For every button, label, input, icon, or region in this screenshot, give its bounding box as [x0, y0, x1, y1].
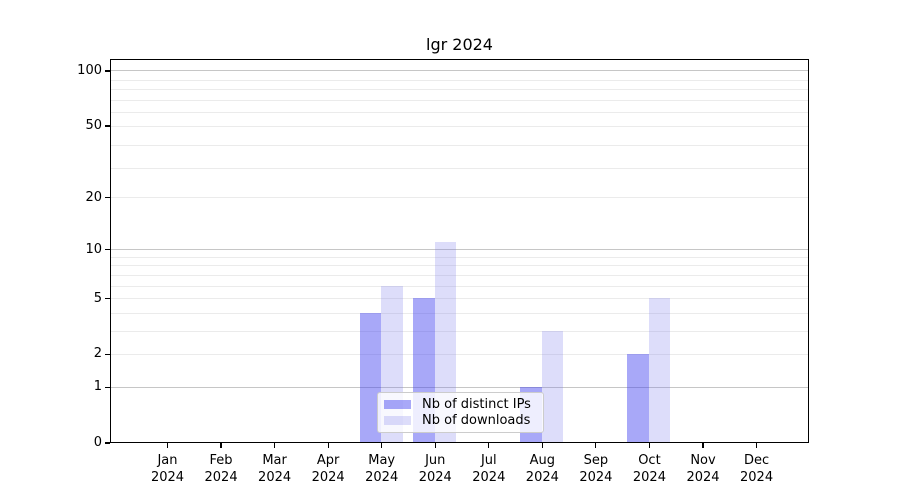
- legend-item-distinct-ips: Nb of distinct IPs: [384, 396, 539, 413]
- x-tick: [166, 443, 169, 448]
- y-tick-label: 50: [85, 118, 102, 134]
- x-tick: [381, 443, 383, 448]
- x-tick-label-aug: Aug 2024: [525, 453, 559, 485]
- y-tick: [105, 386, 110, 388]
- x-tick-label-sep: Sep 2024: [579, 453, 613, 485]
- y-tick: [105, 70, 110, 72]
- y-gridline-minor: [111, 168, 808, 170]
- x-tick: [702, 443, 704, 448]
- plot-area: [110, 59, 809, 443]
- y-gridline-major: [111, 249, 808, 251]
- x-tick: [488, 443, 490, 448]
- x-tick-label-jul: Jul 2024: [472, 453, 506, 485]
- x-tick-label-may: May 2024: [365, 453, 399, 485]
- y-gridline-minor: [111, 274, 808, 276]
- x-tick-label-mar: Mar 2024: [258, 453, 292, 485]
- bar-downloads-aug: [541, 330, 564, 443]
- legend-item-downloads: Nb of downloads: [384, 413, 539, 430]
- chart-title: lgr 2024: [426, 35, 493, 54]
- distinct-ips-swatch-icon: [384, 399, 411, 409]
- y-tick-label: 5: [93, 290, 102, 306]
- x-tick-label-dec: Dec 2024: [740, 453, 774, 485]
- y-gridline-minor: [111, 145, 808, 147]
- y-tick: [105, 196, 110, 199]
- y-gridline-minor: [111, 197, 808, 199]
- y-tick-label: 1: [93, 379, 102, 395]
- legend-label-distinct-ips: Nb of distinct IPs: [422, 396, 531, 412]
- x-tick-label-jun: Jun 2024: [418, 453, 452, 485]
- x-tick: [327, 443, 329, 448]
- y-tick-label: 0: [93, 435, 102, 450]
- x-tick: [274, 443, 276, 448]
- y-gridline-minor: [111, 100, 808, 102]
- y-gridline-minor: [111, 265, 808, 267]
- y-gridline-minor: [111, 330, 808, 332]
- y-gridline-major: [111, 386, 808, 388]
- x-tick: [648, 443, 651, 448]
- x-tick-label-feb: Feb 2024: [204, 453, 238, 485]
- x-tick-label-jan: Jan 2024: [150, 453, 185, 485]
- y-gridline-minor: [111, 125, 808, 127]
- x-tick-label-oct: Oct 2024: [632, 453, 666, 485]
- y-gridline-minor: [111, 79, 808, 81]
- y-gridline-major: [111, 70, 808, 72]
- x-tick: [434, 443, 436, 448]
- x-tick: [595, 443, 597, 448]
- y-tick-label: 100: [77, 62, 102, 78]
- y-tick: [105, 353, 110, 356]
- y-gridline-minor: [111, 112, 808, 114]
- x-tick-label-nov: Nov 2024: [686, 453, 720, 485]
- y-tick: [105, 125, 110, 127]
- x-tick: [541, 443, 543, 448]
- y-tick-label: 10: [85, 241, 102, 257]
- y-gridline-minor: [111, 89, 808, 91]
- y-tick: [105, 442, 110, 444]
- x-tick-label-apr: Apr 2024: [311, 453, 345, 485]
- downloads-swatch-icon: [384, 416, 411, 426]
- y-gridline-minor: [111, 312, 808, 314]
- bar-distinct-ips-oct: [627, 353, 649, 443]
- y-gridline-minor: [111, 298, 808, 300]
- y-tick-label: 20: [85, 189, 102, 205]
- y-tick: [105, 249, 110, 251]
- x-tick: [755, 443, 758, 448]
- legend: Nb of distinct IPs Nb of downloads: [377, 392, 544, 433]
- legend-label-downloads: Nb of downloads: [422, 413, 531, 429]
- bar-downloads-oct: [648, 298, 671, 443]
- bar-distinct-ips-may: [359, 312, 382, 443]
- y-tick: [105, 297, 110, 300]
- x-tick: [220, 443, 222, 448]
- y-tick-label: 2: [93, 346, 102, 362]
- y-gridline-minor: [111, 256, 808, 258]
- y-gridline-minor: [111, 353, 808, 355]
- y-gridline-minor: [111, 285, 808, 287]
